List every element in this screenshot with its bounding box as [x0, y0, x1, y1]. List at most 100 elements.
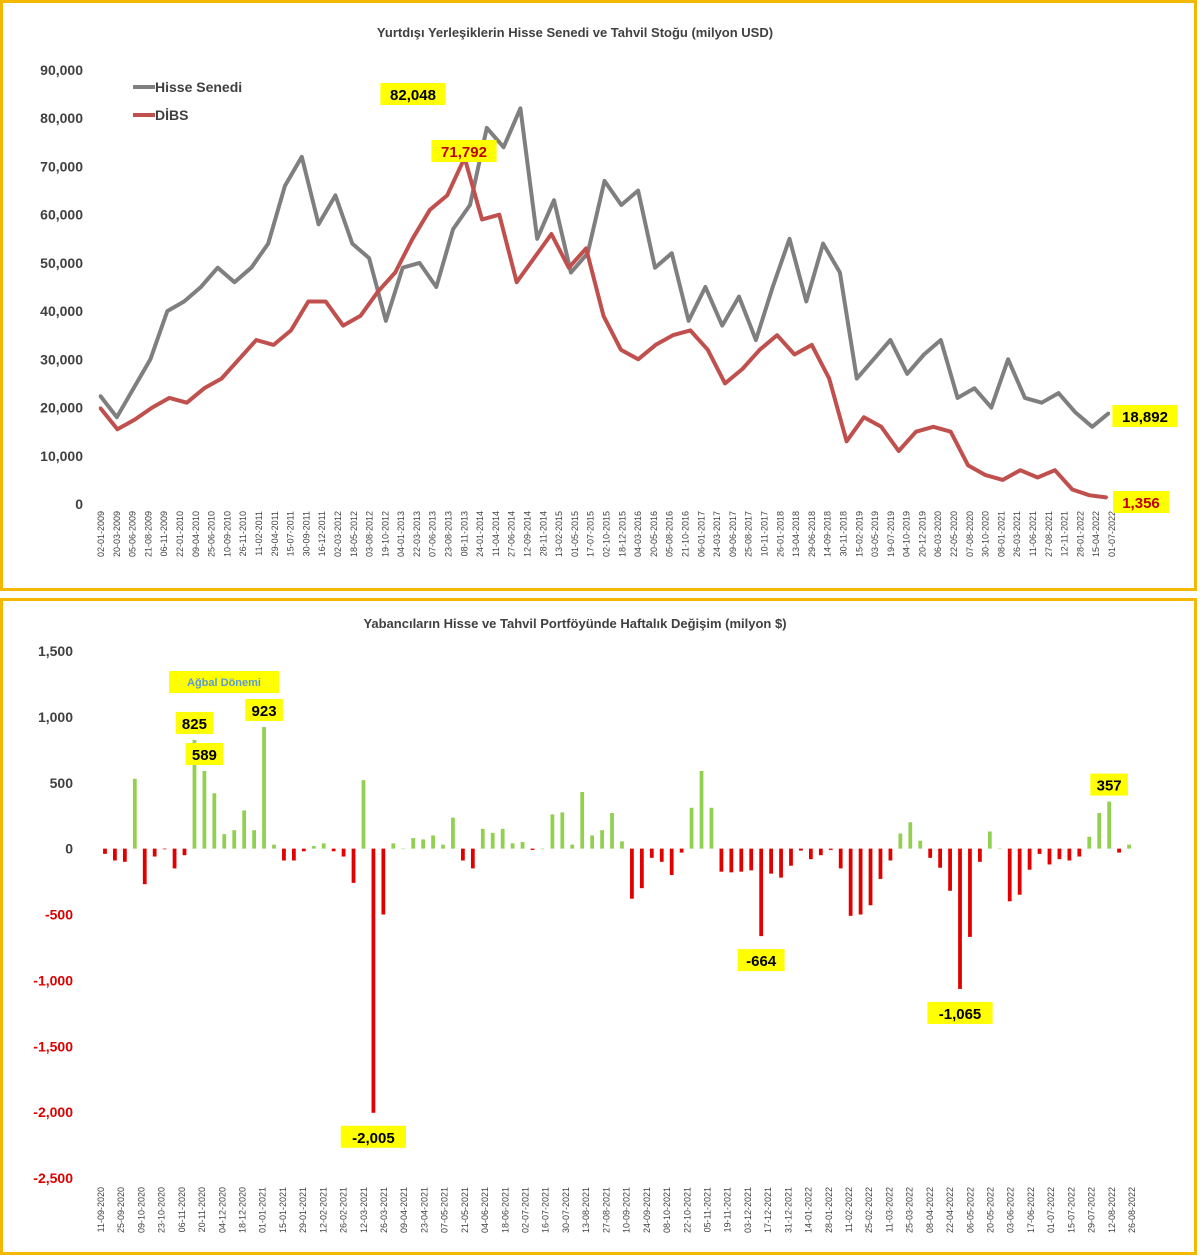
x-tick-label: 22-10-2021 [682, 1187, 692, 1233]
series-point-1 [1036, 476, 1039, 479]
bar [958, 848, 962, 989]
x-tick-label: 15-07-2011 [286, 511, 296, 556]
series-point-1 [1001, 478, 1005, 482]
series-point-0 [1057, 391, 1060, 395]
x-tick-label: 23-04-2021 [419, 1187, 429, 1233]
bar [838, 848, 843, 869]
series-point-0 [906, 372, 909, 375]
bar [649, 848, 654, 858]
x-tick-label: 20-03-2009 [112, 511, 122, 557]
x-tick-label: 14-01-2022 [804, 1187, 814, 1233]
series-point-1 [602, 314, 605, 318]
series-point-1 [619, 348, 623, 351]
bar [1057, 848, 1062, 860]
series-point-0 [435, 285, 438, 289]
bar [142, 848, 147, 885]
x-tick-label: 29-06-2018 [807, 511, 817, 557]
x-tick-label: 13-08-2021 [581, 1187, 591, 1233]
bar [391, 843, 396, 849]
bar [172, 848, 177, 869]
chart-title: Yurtdışı Yerleşiklerin Hisse Senedi ve T… [377, 25, 773, 40]
series-point-0 [199, 285, 203, 289]
bar [262, 727, 266, 849]
bar [1107, 801, 1112, 849]
x-tick-label: 11-03-2022 [884, 1187, 894, 1232]
bar [351, 848, 356, 883]
bar [132, 778, 137, 849]
x-tick-label: 29-01-2021 [298, 1187, 308, 1233]
x-tick-label: 30-10-2020 [981, 511, 991, 557]
series-point-1 [150, 406, 154, 409]
x-tick-label: 02-07-2021 [521, 1187, 531, 1233]
x-tick-label: 06-03-2020 [933, 511, 943, 557]
data-label-peak-stock: 82,048 [390, 87, 436, 104]
series-point-0 [317, 223, 320, 226]
x-tick-label: 18-12-2015 [617, 511, 627, 557]
x-tick-label: 22-03-2013 [412, 511, 422, 557]
x-tick-label: 12-02-2021 [318, 1187, 328, 1233]
x-tick-label: 27-06-2014 [507, 511, 517, 557]
x-tick-label: 23-08-2013 [444, 511, 454, 557]
series-point-0 [401, 266, 404, 269]
bar [272, 844, 276, 849]
y-tick-label: 30,000 [40, 351, 83, 367]
y-tick-label: 80,000 [40, 110, 83, 126]
x-tick-label: 15-04-2022 [1091, 511, 1101, 557]
series-point-0 [653, 266, 657, 269]
series-point-0 [233, 280, 236, 284]
x-tick-label: 11-04-2014 [491, 511, 501, 556]
bar [331, 848, 336, 852]
x-tick-label: 26-11-2010 [238, 511, 248, 556]
bar [451, 817, 455, 849]
x-tick-label: 25-08-2017 [744, 511, 754, 557]
x-tick-label: 18-06-2021 [500, 1187, 510, 1233]
bar [490, 832, 495, 849]
bar-data-label: -2,005 [352, 1130, 395, 1147]
data-label-peak-bond: 71,792 [441, 144, 487, 161]
bar-data-label-bg [737, 949, 785, 972]
x-tick-label: 05-06-2009 [128, 511, 138, 557]
x-tick-label: 12-11-2021 [1060, 511, 1070, 556]
x-tick-label: 02-03-2012 [333, 511, 343, 557]
series-point-0 [300, 155, 303, 158]
series-point-1 [515, 280, 518, 284]
bar [1067, 848, 1072, 861]
bar [341, 848, 346, 857]
bar [978, 848, 982, 862]
x-tick-label: 17-06-2022 [1026, 1187, 1036, 1233]
x-tick-label: 18-12-2020 [238, 1187, 248, 1233]
x-tick-label: 03-05-2019 [870, 511, 880, 557]
x-tick-label: 07-05-2021 [440, 1187, 450, 1233]
bar [928, 848, 933, 858]
bar [510, 843, 515, 849]
y-tick-label: -2,000 [33, 1104, 73, 1120]
series-point-1 [446, 194, 449, 197]
x-tick-label: 30-11-2018 [838, 511, 848, 556]
series-point-0 [872, 358, 875, 361]
series-point-1 [1088, 494, 1091, 497]
series-point-0 [805, 300, 808, 303]
bar [480, 828, 485, 849]
series-point-1 [897, 449, 900, 453]
x-tick-label: 08-04-2022 [925, 1187, 935, 1233]
x-tick-label: 14-09-2018 [823, 511, 833, 557]
series-point-0 [670, 252, 673, 255]
x-tick-label: 10-09-2010 [222, 511, 232, 557]
x-tick-label: 30-09-2011 [301, 511, 311, 556]
x-tick-label: 04-12-2020 [217, 1187, 227, 1233]
series-point-1 [723, 382, 727, 385]
x-tick-label: 17-12-2021 [763, 1187, 773, 1233]
bar [709, 807, 714, 849]
series-point-1 [1105, 496, 1109, 499]
bar [1007, 848, 1012, 902]
series-point-1 [168, 396, 171, 400]
bar [630, 848, 634, 899]
x-tick-label: 24-01-2014 [475, 511, 485, 557]
x-tick-label: 09-10-2020 [136, 1187, 146, 1233]
x-tick-label: 08-11-2013 [459, 511, 469, 556]
bar [152, 848, 157, 857]
series-point-0 [973, 387, 976, 390]
bar [371, 848, 376, 1113]
series-point-0 [620, 203, 623, 207]
x-tick-label: 19-11-2021 [723, 1187, 733, 1232]
